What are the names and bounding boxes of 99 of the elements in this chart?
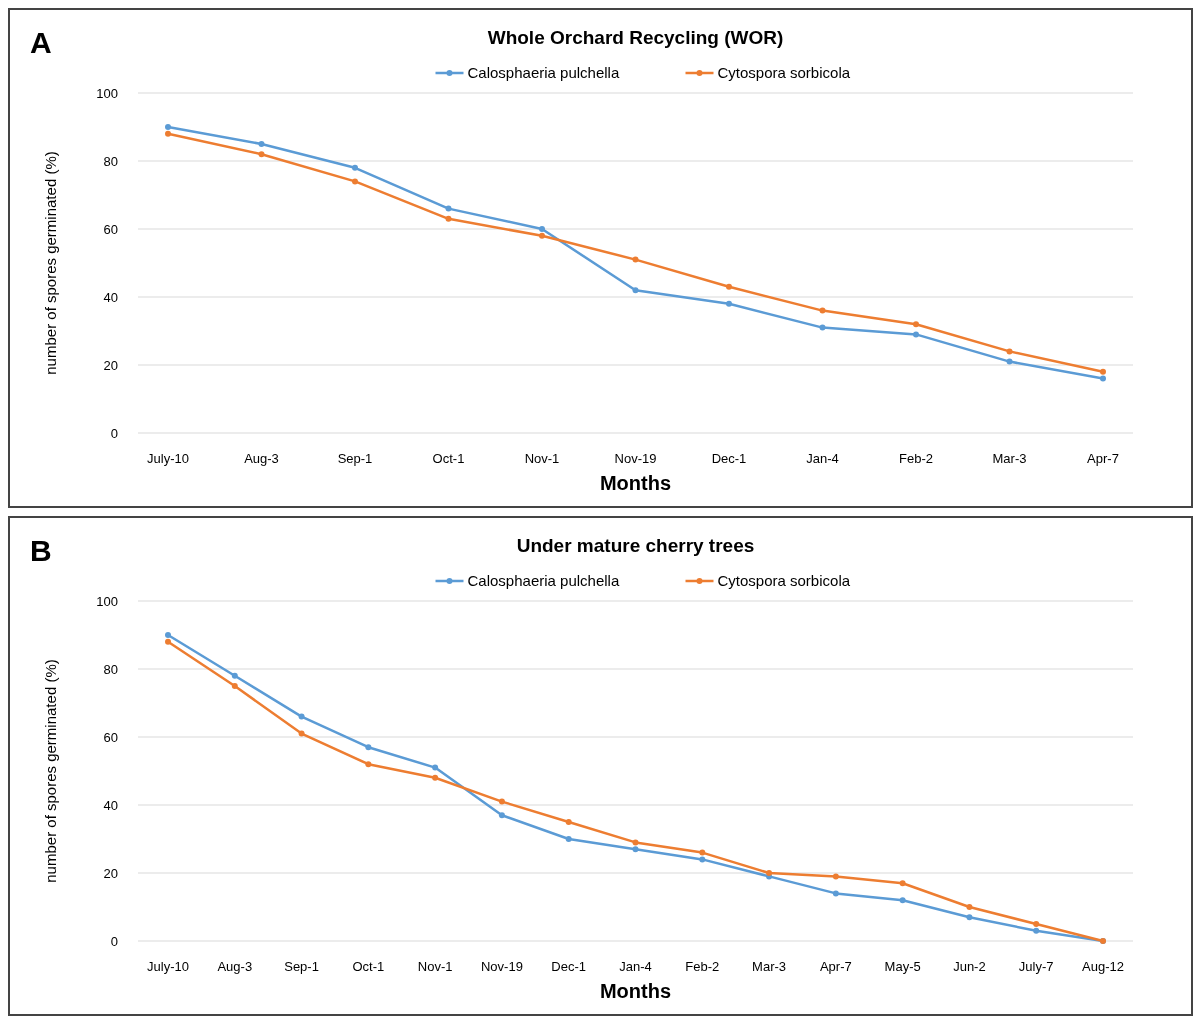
- x-tick-label: Aug-3: [217, 959, 253, 974]
- point: [298, 730, 305, 737]
- point: [966, 904, 973, 910]
- legend-label: Cytospora sorbicola: [717, 64, 851, 81]
- legend-label: Calosphaeria pulchella: [467, 64, 620, 81]
- point: [832, 873, 839, 880]
- point: [565, 819, 572, 825]
- point: [165, 130, 171, 137]
- point: [726, 283, 732, 290]
- point: [819, 307, 826, 314]
- point: [231, 672, 238, 679]
- y-tick-label: 0: [110, 934, 118, 949]
- x-tick-label: Apr-7: [819, 959, 852, 974]
- point: [165, 638, 171, 645]
- point: [165, 124, 171, 130]
- legend-label: Cytospora sorbicola: [717, 572, 851, 589]
- point: [539, 232, 545, 239]
- point: [766, 870, 773, 876]
- x-tick-label: Aug-12: [1082, 959, 1124, 974]
- x-tick-label: Dec-1: [551, 959, 587, 974]
- x-tick-label: Jun-2: [953, 959, 986, 974]
- point: [445, 205, 452, 212]
- point: [539, 226, 545, 232]
- point: [699, 856, 706, 863]
- x-tick-label: Feb-2: [899, 451, 933, 466]
- x-tick-label: Apr-7: [1087, 451, 1119, 466]
- point: [432, 774, 439, 781]
- text: B: [30, 534, 52, 567]
- point: [632, 287, 639, 294]
- point: [445, 215, 452, 222]
- y-tick-label: 60: [103, 730, 118, 745]
- x-tick-label: Mar-3: [992, 451, 1027, 466]
- point: [258, 141, 265, 147]
- x-tick-label: Feb-2: [685, 959, 720, 974]
- point: [819, 324, 826, 331]
- point: [1033, 921, 1040, 927]
- point: [352, 178, 358, 185]
- point: [966, 914, 973, 921]
- y-tick-label: 60: [103, 222, 118, 237]
- x-tick-label: Aug-3: [244, 451, 279, 466]
- point: [365, 744, 372, 751]
- point: [899, 897, 906, 904]
- point: [258, 151, 265, 158]
- point: [365, 761, 372, 768]
- y-tick-label: 100: [96, 594, 118, 609]
- x-tick-label: Nov-19: [614, 451, 657, 466]
- x-tick-label: Mar-3: [752, 959, 787, 974]
- point: [432, 764, 439, 771]
- y-tick-label: 80: [103, 154, 118, 169]
- point: [632, 839, 639, 846]
- x-tick-label: Jan-4: [806, 451, 839, 466]
- x-axis-title: Months: [599, 980, 672, 1002]
- point: [498, 812, 505, 819]
- x-tick-label: July-10: [147, 959, 189, 974]
- point: [352, 164, 358, 171]
- point: [726, 300, 732, 307]
- x-tick-label: July-7: [1018, 959, 1054, 974]
- y-tick-label: 100: [96, 86, 118, 101]
- point: [899, 880, 906, 887]
- x-tick-label: Nov-1: [524, 451, 560, 466]
- y-tick-label: 20: [103, 358, 118, 373]
- point: [632, 846, 639, 853]
- point: [498, 798, 505, 805]
- chart-title: Whole Orchard Recycling (WOR): [487, 27, 784, 48]
- point: [913, 321, 919, 328]
- y-tick-label: 20: [103, 866, 118, 881]
- x-tick-label: Nov-1: [417, 959, 453, 974]
- x-tick-label: Sep-1: [284, 959, 319, 974]
- y-axis-title: number of spores germinated (%): [42, 659, 59, 883]
- y-axis-title: number of spores germinated (%): [42, 151, 59, 375]
- point: [832, 890, 839, 897]
- y-tick-label: 40: [103, 798, 118, 813]
- x-axis-title: Months: [599, 472, 672, 494]
- x-tick-label: Jan-4: [619, 959, 652, 974]
- x-tick-label: Sep-1: [337, 451, 373, 466]
- y-tick-label: 40: [103, 290, 118, 305]
- x-tick-label: Nov-19: [480, 959, 523, 974]
- point: [1100, 375, 1106, 382]
- point: [1100, 368, 1106, 375]
- x-tick-label: Dec-1: [711, 451, 747, 466]
- y-tick-label: 80: [103, 662, 118, 677]
- point: [565, 836, 572, 842]
- y-tick-label: 0: [110, 426, 118, 441]
- point: [632, 256, 639, 263]
- point: [231, 683, 238, 689]
- text: A: [30, 26, 52, 59]
- legend-label: Calosphaeria pulchella: [467, 572, 620, 589]
- x-tick-label: Oct-1: [352, 959, 385, 974]
- point: [1006, 358, 1013, 365]
- point: [1006, 348, 1013, 355]
- x-tick-label: May-5: [884, 959, 921, 974]
- chart-title: Under mature cherry trees: [516, 535, 755, 556]
- point: [165, 632, 171, 638]
- x-tick-label: Oct-1: [432, 451, 465, 466]
- x-tick-label: July-10: [147, 451, 189, 466]
- point: [1033, 927, 1040, 934]
- point: [913, 331, 919, 338]
- point: [298, 713, 305, 720]
- point: [699, 849, 706, 856]
